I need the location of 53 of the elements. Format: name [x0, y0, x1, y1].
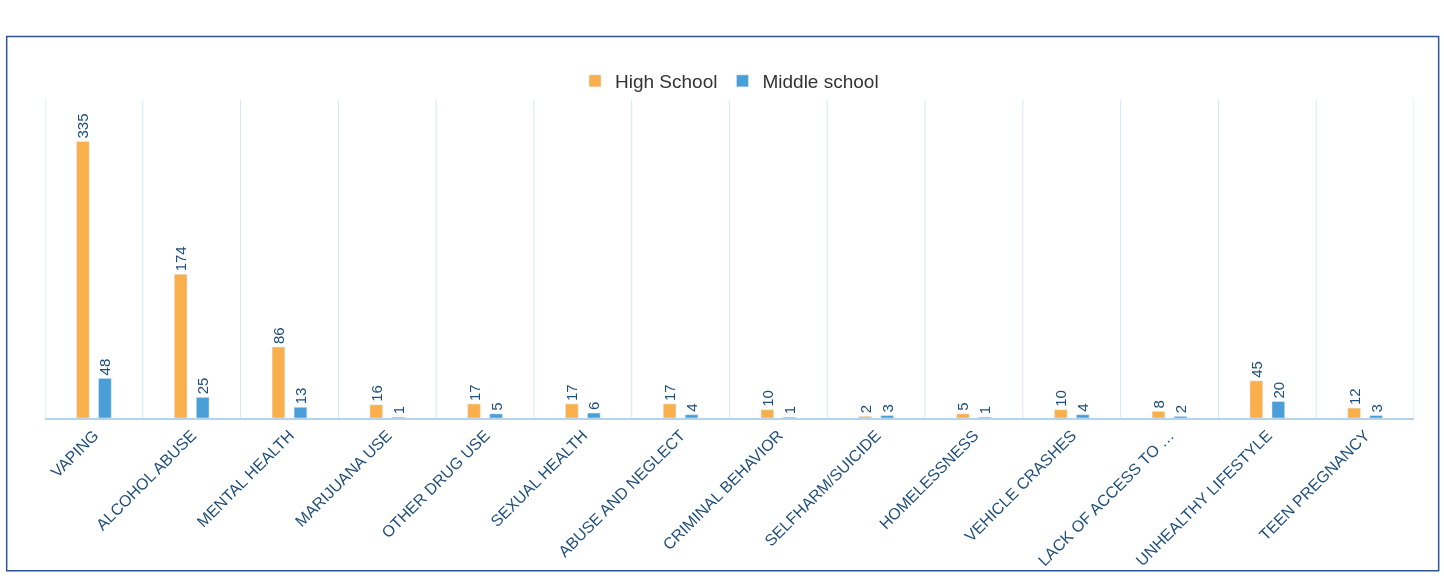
bar — [76, 141, 90, 418]
bar — [467, 403, 481, 418]
data-label: 1 — [780, 405, 798, 415]
data-label: 8 — [1150, 400, 1168, 409]
data-label: 10 — [1052, 390, 1070, 407]
data-label: 2 — [856, 405, 874, 414]
bar — [1369, 415, 1383, 418]
bar — [685, 414, 699, 418]
bar — [293, 407, 308, 418]
bar — [1271, 401, 1285, 418]
legend-label: Middle school — [762, 71, 879, 93]
data-label: 3 — [878, 404, 896, 413]
data-label: 20 — [1269, 381, 1287, 399]
data-label: 1 — [976, 405, 994, 415]
bar — [587, 412, 601, 418]
bar — [98, 378, 112, 418]
data-label: 4 — [1074, 403, 1092, 412]
bar — [196, 397, 210, 418]
data-label: 10 — [758, 390, 776, 407]
bar — [1151, 411, 1166, 418]
data-label: 45 — [1247, 361, 1265, 378]
data-label: 48 — [96, 358, 114, 376]
bar — [174, 274, 188, 418]
bar — [880, 415, 894, 418]
data-label: 4 — [683, 403, 701, 412]
bar — [1347, 407, 1361, 418]
data-label: 25 — [194, 377, 212, 395]
data-label: 6 — [585, 401, 603, 411]
bar — [489, 413, 503, 418]
data-label: 335 — [74, 113, 92, 139]
data-label: 5 — [487, 402, 505, 411]
data-label: 3 — [1367, 404, 1385, 413]
data-label: 17 — [563, 384, 581, 401]
bar — [956, 413, 970, 418]
bar — [1249, 380, 1263, 418]
bar — [663, 403, 677, 418]
bar — [271, 346, 286, 418]
data-label: 174 — [172, 246, 190, 272]
data-label: 1 — [389, 405, 407, 415]
bar — [369, 404, 383, 418]
legend-label: High School — [615, 71, 718, 93]
bar — [1054, 409, 1068, 418]
data-label: 17 — [465, 384, 483, 401]
bar — [1076, 414, 1090, 418]
data-label: 12 — [1345, 388, 1363, 406]
data-label: 86 — [269, 327, 287, 345]
data-label: 17 — [661, 384, 679, 401]
data-label: 13 — [291, 387, 309, 405]
bar — [760, 409, 774, 418]
data-label: 5 — [954, 402, 972, 411]
data-label: 16 — [367, 385, 385, 402]
bar — [565, 403, 579, 418]
data-label: 2 — [1172, 405, 1190, 414]
